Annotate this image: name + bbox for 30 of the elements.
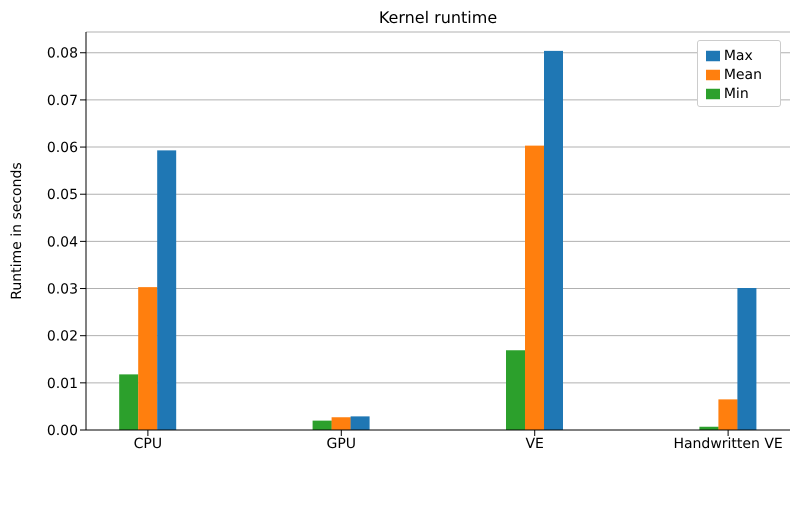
chart-title: Kernel runtime	[378, 8, 498, 27]
legend-label: Min	[724, 86, 749, 102]
y-tick-label: 0.04	[46, 234, 78, 250]
y-tick-label: 0.00	[46, 422, 78, 439]
bar	[332, 417, 351, 430]
bar	[157, 150, 176, 430]
y-tick-label: 0.03	[46, 282, 78, 298]
bar	[138, 287, 158, 430]
bar	[312, 420, 332, 430]
y-tick-label: 0.01	[46, 376, 78, 392]
bar	[119, 374, 138, 430]
bar	[699, 426, 718, 430]
x-tick-label: Handwritten VE	[673, 436, 783, 452]
y-axis-title: Runtime in seconds	[8, 162, 25, 300]
y-tick-label: 0.05	[46, 187, 78, 204]
bar	[718, 399, 738, 430]
x-tick-label: VE	[525, 436, 544, 452]
y-tick-label: 0.07	[46, 92, 78, 109]
legend-label: Max	[724, 48, 753, 64]
y-tick-label: 0.06	[46, 140, 78, 156]
bar	[737, 288, 756, 430]
bar	[544, 50, 563, 430]
x-tick-label: CPU	[134, 436, 162, 452]
bar	[506, 350, 525, 430]
bar	[525, 146, 544, 430]
y-tick-label: 0.08	[46, 46, 78, 62]
y-tick-label: 0.02	[46, 328, 78, 345]
legend-label: Mean	[724, 67, 762, 83]
bar	[350, 416, 370, 430]
x-tick-label: GPU	[326, 436, 356, 452]
